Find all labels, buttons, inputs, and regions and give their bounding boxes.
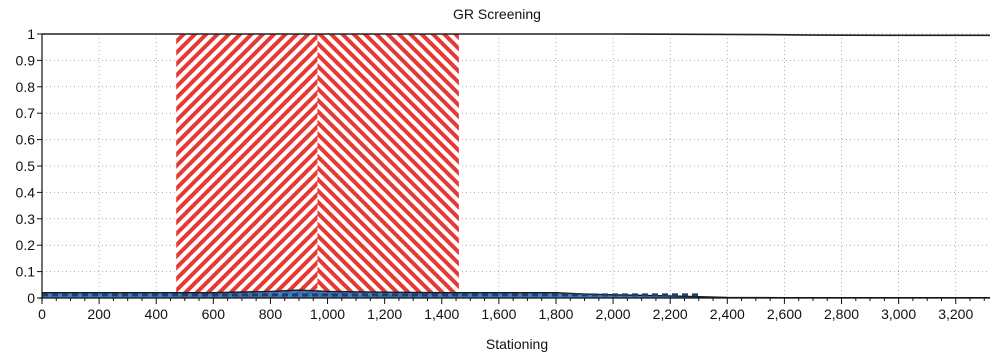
highlight-left-half — [176, 34, 318, 298]
y-tick-label: 0.9 — [16, 52, 36, 68]
y-tick-label: 0.5 — [16, 158, 36, 174]
highlight-region — [176, 34, 459, 298]
y-tick-label: 0.4 — [16, 184, 36, 200]
x-tick-label: 2,200 — [653, 306, 688, 322]
y-tick-label: 0.2 — [16, 237, 36, 253]
x-tick-label: 800 — [259, 306, 283, 322]
y-tick-label: 0.3 — [16, 211, 36, 227]
x-tick-label: 1,400 — [424, 306, 459, 322]
x-tick-label: 200 — [87, 306, 111, 322]
chart-title: GR Screening — [453, 6, 541, 22]
x-tick-label: 1,800 — [538, 306, 573, 322]
series-top-line — [42, 33, 990, 37]
x-tick-label: 1,000 — [310, 306, 345, 322]
x-tick-label: 0 — [38, 306, 46, 322]
x-tick-label: 3,200 — [938, 306, 973, 322]
y-tick-label: 0.8 — [16, 79, 36, 95]
x-tick-label: 2,600 — [767, 306, 802, 322]
y-tick-label: 0 — [27, 290, 35, 306]
x-tick-label: 400 — [145, 306, 169, 322]
highlight-right-half — [317, 34, 459, 298]
axes: 0 200 400 600 800 1,000 1,200 1,400 1,600 1,800 2,… — [16, 26, 990, 322]
x-tick-label: 1,600 — [481, 306, 516, 322]
y-tick-label: 1 — [27, 26, 35, 42]
x-axis-label: Stationing — [485, 336, 549, 352]
y-tick-label: 0.1 — [16, 264, 36, 280]
y-tick-label: 0.7 — [16, 105, 36, 121]
y-tick-label: 0.6 — [16, 132, 36, 148]
x-tick-label: 2,000 — [596, 306, 631, 322]
x-tick-label: 2,800 — [824, 306, 859, 322]
x-tick-label: 600 — [202, 306, 226, 322]
x-tick-label: 3,000 — [881, 306, 916, 322]
x-tick-label: 1,200 — [367, 306, 402, 322]
x-tick-label: 2,400 — [710, 306, 745, 322]
